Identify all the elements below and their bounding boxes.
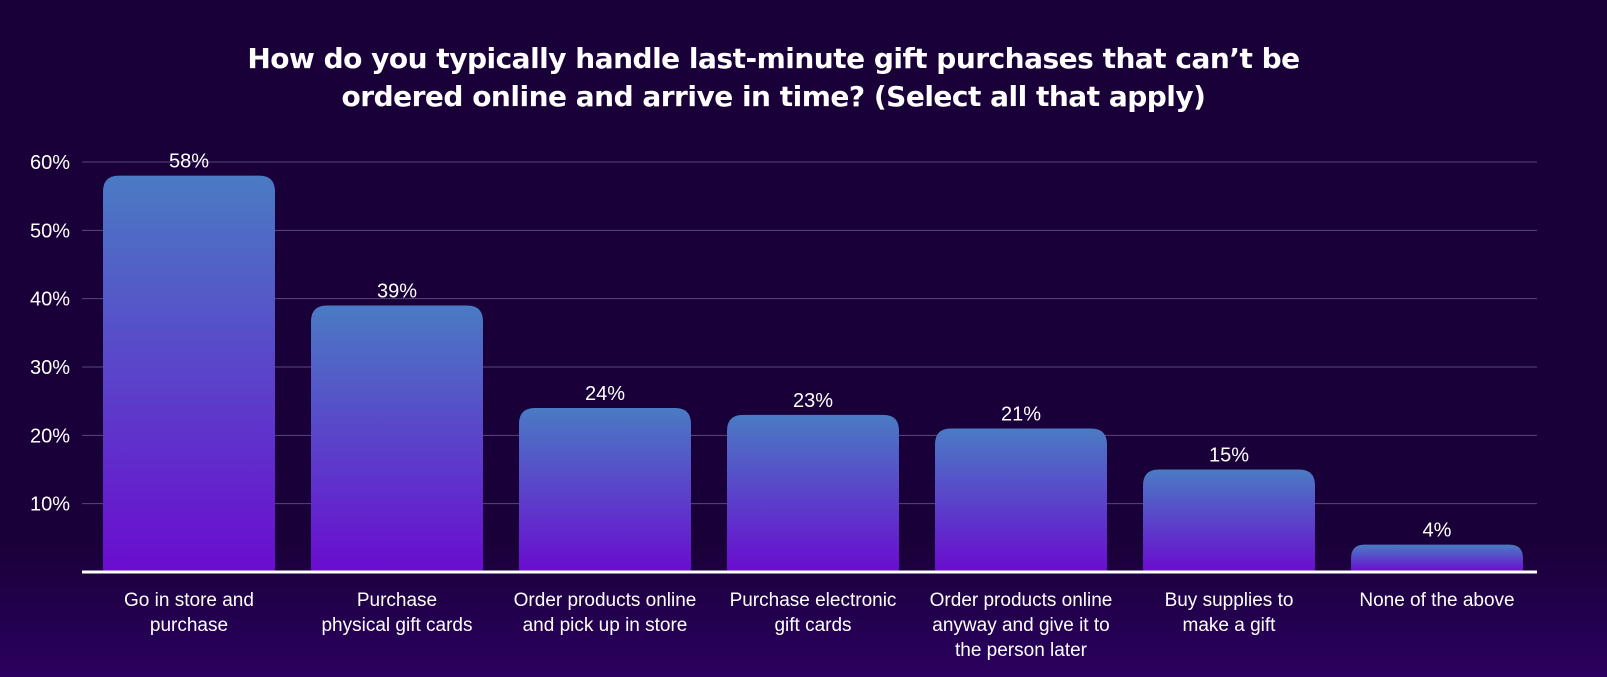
category-label: anyway and give it to	[932, 615, 1109, 636]
category-label: Purchase	[357, 590, 437, 611]
y-tick-label: 50%	[30, 220, 70, 242]
bar-value-label: 21%	[1001, 404, 1041, 426]
bar	[935, 428, 1107, 572]
bar	[1351, 544, 1523, 572]
chart-title-line-2: ordered online and arrive in time? (Sele…	[341, 80, 1206, 113]
category-label: Go in store and	[124, 590, 254, 611]
y-tick-label: 60%	[30, 152, 70, 174]
bar-value-label: 58%	[169, 151, 209, 173]
y-tick-label: 40%	[30, 289, 70, 311]
category-label: and pick up in store	[523, 615, 688, 636]
category-label: Buy supplies to	[1165, 590, 1294, 611]
category-label: Purchase electronic	[730, 590, 897, 611]
chart-title: How do you typically handle last-minute …	[0, 40, 1547, 116]
category-label: physical gift cards	[321, 615, 472, 636]
category-label: Order products online	[514, 590, 697, 611]
y-axis-ticks: 10% 20% 30% 40% 50% 60%	[30, 152, 70, 516]
y-tick-label: 30%	[30, 357, 70, 379]
bar-value-label: 4%	[1423, 520, 1452, 542]
category-label: make a gift	[1183, 615, 1277, 636]
category-labels: Go in store and purchase Purchase physical …	[124, 590, 1515, 661]
category-label: Order products online	[930, 590, 1113, 611]
bar	[311, 305, 483, 572]
category-label: the person later	[955, 640, 1088, 661]
bar-value-label: 24%	[585, 383, 625, 405]
bar	[727, 414, 899, 572]
bar-value-label: 23%	[793, 390, 833, 412]
chart-title-line-1: How do you typically handle last-minute …	[247, 42, 1300, 75]
category-label: purchase	[150, 615, 228, 636]
y-tick-label: 20%	[30, 425, 70, 447]
category-label: None of the above	[1359, 590, 1514, 611]
category-label: gift cards	[774, 615, 851, 636]
bar	[1143, 469, 1315, 572]
bar	[519, 408, 691, 572]
bar	[103, 175, 275, 572]
bar-value-label: 15%	[1209, 445, 1249, 467]
y-tick-label: 10%	[30, 494, 70, 516]
bars	[103, 175, 1523, 572]
value-labels: 58% 39% 24% 23% 21% 15% 4%	[169, 151, 1452, 542]
bar-value-label: 39%	[377, 281, 417, 303]
